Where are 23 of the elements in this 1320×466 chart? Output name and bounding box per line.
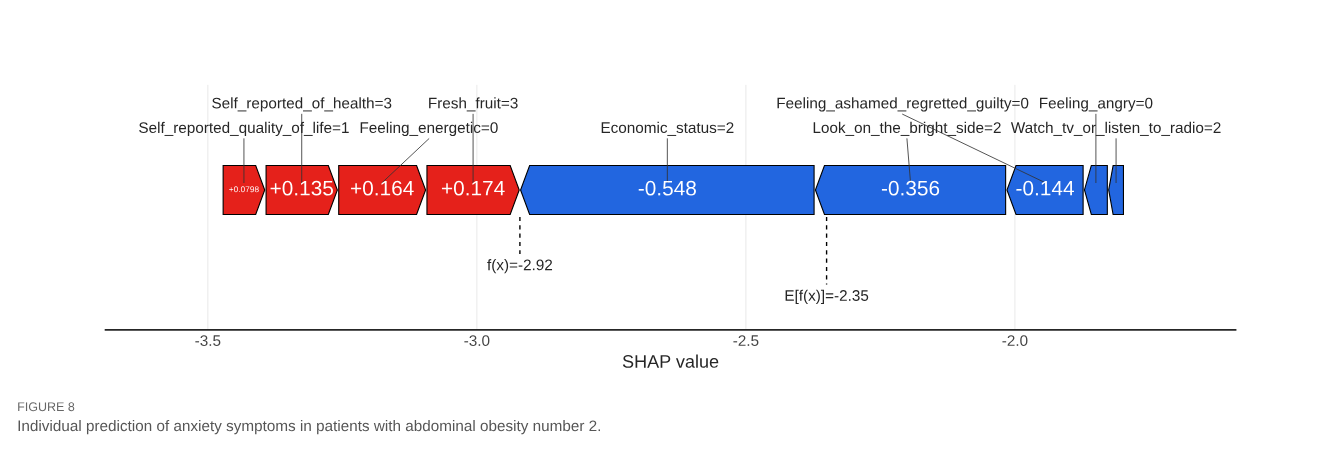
text: Feeling_ashamed_regretted_guilty=0 <box>777 97 1029 112</box>
series-label: Feeling_energetic=0 <box>360 121 498 137</box>
x-tick-label: -3.0 <box>464 335 490 347</box>
ref-line-label: E[f(x)]=-2.35 <box>785 289 869 304</box>
data-label: -0.144 <box>1016 180 1074 196</box>
text: Self_reported_of_health=3 <box>212 97 392 112</box>
data-label: +0.0798 <box>229 186 259 193</box>
series-label: Economic_status=2 <box>601 121 734 136</box>
x-axis-title: SHAP value <box>622 354 719 368</box>
text: Feeling_angry=0 <box>1040 97 1153 112</box>
x-tick-label: -2.5 <box>733 335 759 347</box>
data-label: +0.135 <box>270 180 333 196</box>
data-label: +0.174 <box>441 180 505 196</box>
x-tick-label: -2.0 <box>1002 335 1028 347</box>
data-label: -0.356 <box>881 180 940 196</box>
data-label: -0.548 <box>638 180 696 196</box>
text: Fresh_fruit=3 <box>429 97 518 112</box>
data-label: +0.164 <box>351 180 414 196</box>
text: Watch_tv_or_listen_to_radio=2 <box>1010 121 1221 136</box>
x-tick-label: -3.5 <box>195 335 221 347</box>
text: FIGURE 8 <box>18 402 75 412</box>
ref-line-label: f(x)=-2.92 <box>487 259 553 274</box>
text: Individual prediction of anxiety symptoms in patients with abdominal obesity number 2. <box>18 419 601 435</box>
